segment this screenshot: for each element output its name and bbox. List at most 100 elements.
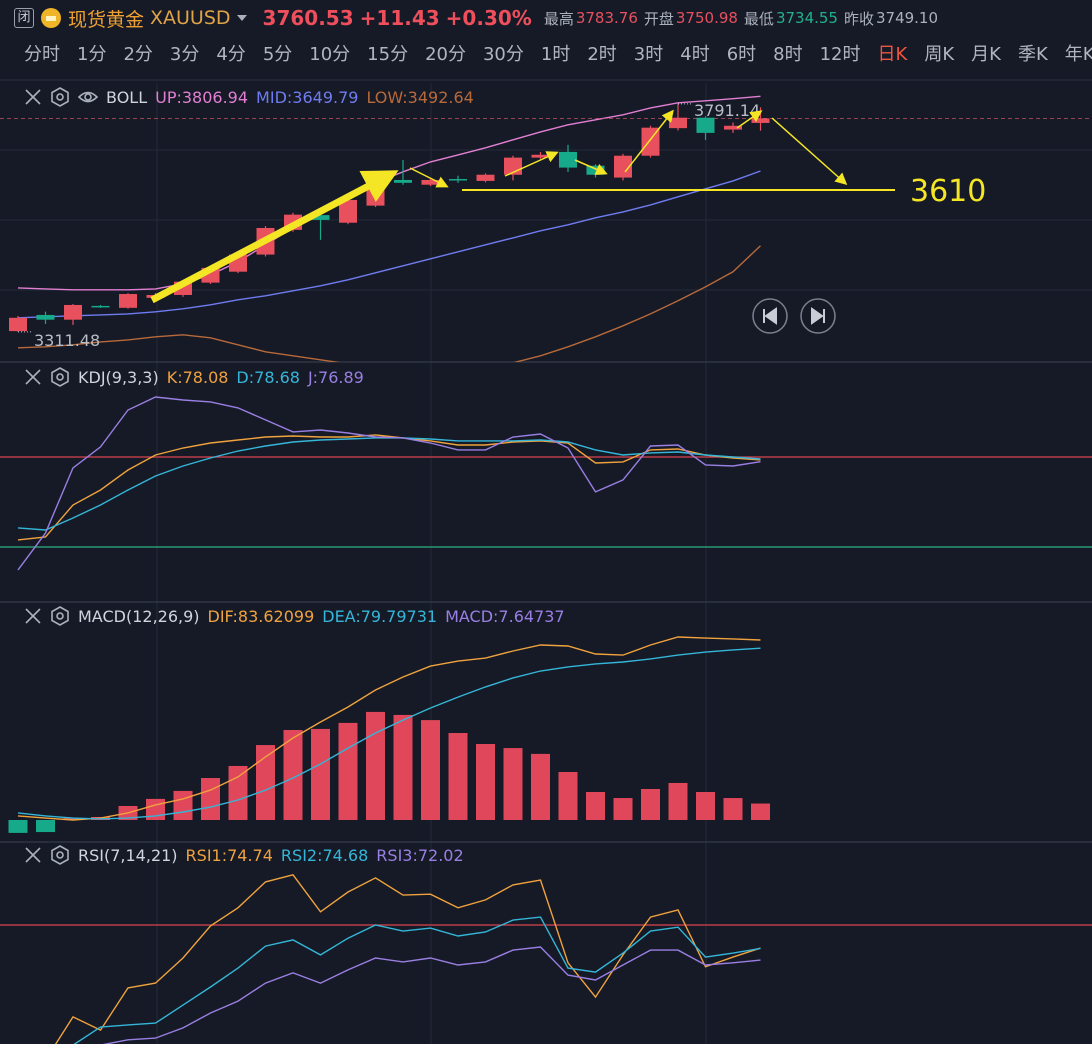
histogram-bar	[586, 792, 605, 820]
histogram-bar	[696, 792, 715, 820]
indicator-line	[17, 636, 761, 821]
legend-entry: LOW:3492.64	[366, 87, 474, 107]
timeframe-tab[interactable]: 4分	[216, 44, 246, 65]
timeframe-tab[interactable]: 3时	[633, 44, 664, 65]
candle-body	[476, 174, 495, 181]
timeframe-tab[interactable]: 15分	[367, 44, 409, 65]
candle-body	[91, 305, 110, 308]
indicator-line	[17, 170, 761, 319]
visibility-icon[interactable]	[78, 87, 98, 107]
histogram-bar	[723, 798, 743, 820]
histogram-bar	[36, 819, 55, 833]
histogram-bar	[503, 748, 523, 820]
timeframe-tab[interactable]: 分时	[24, 44, 60, 65]
indicator-line	[54, 874, 761, 1044]
indicator-name: RSI(7,14,21)	[78, 845, 178, 865]
histogram-bar	[366, 711, 385, 820]
stat-value: 3734.55	[775, 9, 838, 27]
timeframe-tab[interactable]: 6时	[726, 44, 757, 65]
dropdown-caret[interactable]	[236, 14, 247, 22]
price-change: +11.43	[359, 6, 440, 30]
legend-entry: RSI1:74.74	[185, 845, 273, 865]
timeframe-tab[interactable]: 1分	[77, 44, 107, 65]
histogram-bar	[421, 720, 440, 820]
candle-body	[696, 117, 715, 133]
histogram-bar	[228, 765, 248, 820]
stat-label: 最低	[743, 9, 774, 28]
candle-body	[64, 304, 82, 320]
legend-entry: RSI3:72.02	[376, 845, 464, 865]
timeframe-tab[interactable]: 季K	[1017, 44, 1048, 65]
support-label: 3610	[910, 174, 986, 209]
timeframe-tab[interactable]: 4时	[680, 44, 710, 65]
indicator-name: MACD(12,26,9)	[78, 606, 200, 626]
histogram-bar	[201, 778, 220, 820]
histogram-bar	[751, 803, 770, 820]
histogram-bar	[173, 790, 193, 820]
close-icon[interactable]	[24, 846, 42, 864]
histogram-bar	[8, 819, 28, 833]
annotations	[150, 109, 848, 304]
histogram-bar	[641, 788, 660, 820]
panel	[0, 396, 1092, 571]
timeframe-tab[interactable]: 3分	[169, 44, 200, 65]
timeframe-tab[interactable]: 20分	[425, 44, 466, 65]
timeframe-tab[interactable]: 2时	[587, 44, 617, 65]
close-icon[interactable]	[24, 368, 42, 386]
timeframe-tab[interactable]: 周K	[924, 44, 955, 65]
timeframe-tab[interactable]: 12时	[819, 44, 861, 65]
candle-body	[9, 317, 27, 332]
histogram-bar	[311, 728, 330, 820]
timeframe-tab[interactable]: 10分	[309, 44, 351, 65]
timeframe-tab[interactable]: 1时	[540, 44, 571, 65]
close-box[interactable]: 闭	[14, 8, 34, 28]
settings-icon[interactable]	[50, 606, 70, 626]
timeframe-tab[interactable]: 8时	[773, 44, 803, 65]
indicator-line	[102, 946, 761, 1044]
panel	[0, 874, 1092, 1044]
stat-label: 最高	[543, 9, 574, 28]
timeframe-tab[interactable]: 年K	[1064, 44, 1092, 65]
stat-value: 3783.76	[575, 9, 638, 27]
indicator-line	[17, 647, 761, 820]
plot-layers: 3791.14 3311.48 3610	[0, 95, 1092, 1044]
indicator-line	[73, 916, 761, 1044]
trend-arrow	[150, 170, 399, 304]
timeframe-tab[interactable]: 日K	[877, 44, 908, 65]
grid	[0, 83, 1092, 1044]
panel: 3791.14 3311.48 3610	[0, 95, 1092, 362]
histogram-bar	[531, 753, 550, 820]
candle-body	[311, 215, 330, 220]
histogram-bar	[393, 714, 413, 820]
close-icon[interactable]	[24, 88, 42, 106]
legend: KDJ(9,3,3) K:78.08 D:78.68 J:76.89	[24, 366, 364, 388]
legend-entry: MID:3649.79	[256, 87, 359, 107]
prev-icon	[763, 307, 777, 325]
candle-body	[449, 179, 467, 181]
candle-body	[586, 165, 605, 175]
candle-body	[724, 125, 742, 130]
instrument-symbol: XAUUSD	[150, 7, 231, 29]
stat-value: 3750.98	[675, 9, 738, 27]
close-icon[interactable]	[24, 607, 42, 625]
settings-icon[interactable]	[50, 367, 70, 387]
histogram-bar	[256, 745, 275, 820]
settings-icon[interactable]	[50, 845, 70, 865]
candle-body	[559, 151, 577, 168]
settings-icon[interactable]	[50, 87, 70, 107]
timeframe-tab[interactable]: 5分	[262, 44, 293, 65]
timeframe-tab[interactable]: 月K	[971, 44, 1001, 65]
price-change-pct: +0.30%	[445, 6, 532, 30]
timeframe-tab[interactable]: 2分	[123, 44, 153, 65]
trend-arrow	[409, 167, 449, 188]
legend-entry: DEA:79.79731	[322, 606, 438, 626]
candle-body	[36, 314, 55, 320]
header: 闭 现货黄金 XAUUSD 3760.53 +11.43 +0.30% 最高 37…	[14, 4, 938, 32]
timeframe-tab[interactable]: 30分	[482, 44, 524, 65]
indicator-line	[17, 396, 761, 571]
legend: MACD(12,26,9) DIF:83.62099 DEA:79.79731 MAC…	[24, 605, 565, 627]
indicator-line	[17, 437, 761, 531]
stat-value: 3749.10	[875, 9, 939, 27]
histogram-bar	[558, 771, 578, 820]
legend-entry: UP:3806.94	[155, 87, 249, 107]
